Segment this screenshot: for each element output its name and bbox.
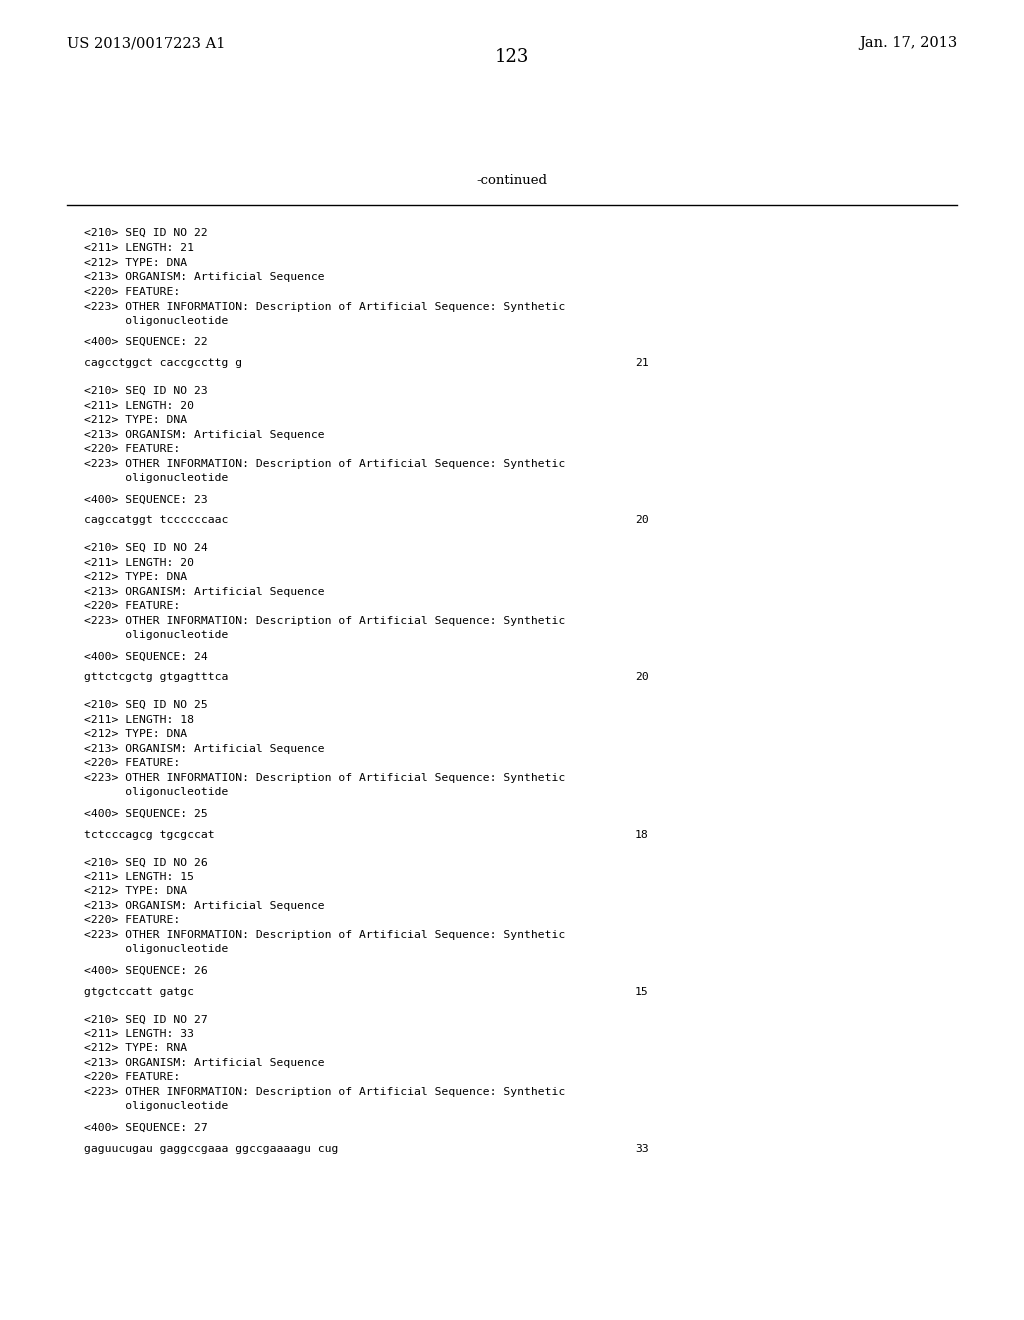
Text: <400> SEQUENCE: 23: <400> SEQUENCE: 23 [84, 494, 208, 504]
Text: oligonucleotide: oligonucleotide [84, 315, 228, 326]
Text: <211> LENGTH: 20: <211> LENGTH: 20 [84, 557, 194, 568]
Text: <210> SEQ ID NO 23: <210> SEQ ID NO 23 [84, 385, 208, 396]
Text: 20: 20 [635, 515, 648, 525]
Text: oligonucleotide: oligonucleotide [84, 787, 228, 797]
Text: <213> ORGANISM: Artificial Sequence: <213> ORGANISM: Artificial Sequence [84, 1057, 325, 1068]
Text: oligonucleotide: oligonucleotide [84, 1101, 228, 1111]
Text: <211> LENGTH: 18: <211> LENGTH: 18 [84, 714, 194, 725]
Text: <210> SEQ ID NO 27: <210> SEQ ID NO 27 [84, 1014, 208, 1024]
Text: <223> OTHER INFORMATION: Description of Artificial Sequence: Synthetic: <223> OTHER INFORMATION: Description of … [84, 458, 565, 469]
Text: <211> LENGTH: 33: <211> LENGTH: 33 [84, 1028, 194, 1039]
Text: 123: 123 [495, 48, 529, 66]
Text: <210> SEQ ID NO 24: <210> SEQ ID NO 24 [84, 543, 208, 553]
Text: <211> LENGTH: 20: <211> LENGTH: 20 [84, 400, 194, 411]
Text: <400> SEQUENCE: 22: <400> SEQUENCE: 22 [84, 337, 208, 347]
Text: <213> ORGANISM: Artificial Sequence: <213> ORGANISM: Artificial Sequence [84, 900, 325, 911]
Text: <220> FEATURE:: <220> FEATURE: [84, 601, 180, 611]
Text: <213> ORGANISM: Artificial Sequence: <213> ORGANISM: Artificial Sequence [84, 429, 325, 440]
Text: US 2013/0017223 A1: US 2013/0017223 A1 [67, 36, 225, 50]
Text: <220> FEATURE:: <220> FEATURE: [84, 915, 180, 925]
Text: <210> SEQ ID NO 25: <210> SEQ ID NO 25 [84, 700, 208, 710]
Text: <213> ORGANISM: Artificial Sequence: <213> ORGANISM: Artificial Sequence [84, 586, 325, 597]
Text: -continued: -continued [476, 174, 548, 187]
Text: <213> ORGANISM: Artificial Sequence: <213> ORGANISM: Artificial Sequence [84, 743, 325, 754]
Text: cagccatggt tccccccaac: cagccatggt tccccccaac [84, 515, 228, 525]
Text: <223> OTHER INFORMATION: Description of Artificial Sequence: Synthetic: <223> OTHER INFORMATION: Description of … [84, 1086, 565, 1097]
Text: <223> OTHER INFORMATION: Description of Artificial Sequence: Synthetic: <223> OTHER INFORMATION: Description of … [84, 929, 565, 940]
Text: <210> SEQ ID NO 26: <210> SEQ ID NO 26 [84, 857, 208, 867]
Text: <212> TYPE: DNA: <212> TYPE: DNA [84, 729, 187, 739]
Text: <400> SEQUENCE: 26: <400> SEQUENCE: 26 [84, 965, 208, 975]
Text: <223> OTHER INFORMATION: Description of Artificial Sequence: Synthetic: <223> OTHER INFORMATION: Description of … [84, 615, 565, 626]
Text: <210> SEQ ID NO 22: <210> SEQ ID NO 22 [84, 227, 208, 238]
Text: cagcctggct caccgccttg g: cagcctggct caccgccttg g [84, 358, 242, 368]
Text: gtgctccatt gatgc: gtgctccatt gatgc [84, 986, 194, 997]
Text: oligonucleotide: oligonucleotide [84, 473, 228, 483]
Text: oligonucleotide: oligonucleotide [84, 630, 228, 640]
Text: <220> FEATURE:: <220> FEATURE: [84, 1072, 180, 1082]
Text: gttctcgctg gtgagtttca: gttctcgctg gtgagtttca [84, 672, 228, 682]
Text: <213> ORGANISM: Artificial Sequence: <213> ORGANISM: Artificial Sequence [84, 272, 325, 282]
Text: <212> TYPE: RNA: <212> TYPE: RNA [84, 1043, 187, 1053]
Text: tctcccagcg tgcgccat: tctcccagcg tgcgccat [84, 829, 215, 840]
Text: <211> LENGTH: 15: <211> LENGTH: 15 [84, 871, 194, 882]
Text: <212> TYPE: DNA: <212> TYPE: DNA [84, 414, 187, 425]
Text: 33: 33 [635, 1143, 648, 1154]
Text: <220> FEATURE:: <220> FEATURE: [84, 444, 180, 454]
Text: <400> SEQUENCE: 25: <400> SEQUENCE: 25 [84, 808, 208, 818]
Text: <212> TYPE: DNA: <212> TYPE: DNA [84, 257, 187, 268]
Text: oligonucleotide: oligonucleotide [84, 944, 228, 954]
Text: <223> OTHER INFORMATION: Description of Artificial Sequence: Synthetic: <223> OTHER INFORMATION: Description of … [84, 301, 565, 312]
Text: Jan. 17, 2013: Jan. 17, 2013 [859, 36, 957, 50]
Text: 15: 15 [635, 986, 648, 997]
Text: <223> OTHER INFORMATION: Description of Artificial Sequence: Synthetic: <223> OTHER INFORMATION: Description of … [84, 772, 565, 783]
Text: <400> SEQUENCE: 24: <400> SEQUENCE: 24 [84, 651, 208, 661]
Text: <400> SEQUENCE: 27: <400> SEQUENCE: 27 [84, 1122, 208, 1133]
Text: <220> FEATURE:: <220> FEATURE: [84, 286, 180, 297]
Text: <220> FEATURE:: <220> FEATURE: [84, 758, 180, 768]
Text: 20: 20 [635, 672, 648, 682]
Text: <212> TYPE: DNA: <212> TYPE: DNA [84, 572, 187, 582]
Text: 21: 21 [635, 358, 648, 368]
Text: gaguucugau gaggccgaaa ggccgaaaagu cug: gaguucugau gaggccgaaa ggccgaaaagu cug [84, 1143, 338, 1154]
Text: <212> TYPE: DNA: <212> TYPE: DNA [84, 886, 187, 896]
Text: <211> LENGTH: 21: <211> LENGTH: 21 [84, 243, 194, 253]
Text: 18: 18 [635, 829, 648, 840]
